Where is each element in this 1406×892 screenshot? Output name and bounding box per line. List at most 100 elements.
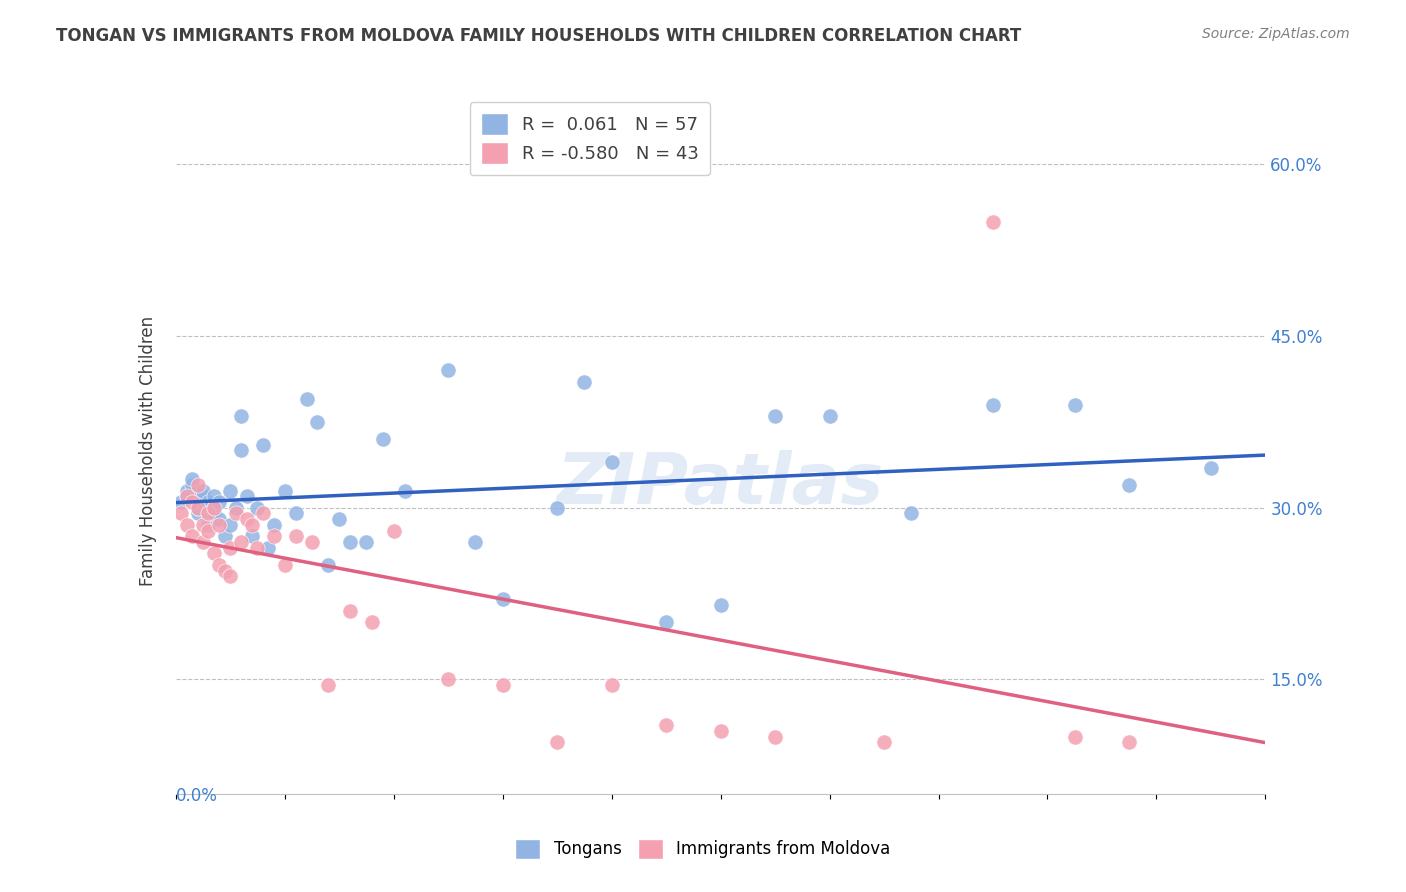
Point bbox=[252, 438, 274, 452]
Point bbox=[225, 507, 247, 521]
Legend: R =  0.061   N = 57, R = -0.580   N = 43: R = 0.061 N = 57, R = -0.580 N = 43 bbox=[470, 103, 710, 175]
Point bbox=[307, 415, 329, 429]
Point bbox=[356, 535, 378, 549]
Point bbox=[176, 489, 198, 503]
Point bbox=[186, 489, 209, 503]
Point bbox=[818, 409, 841, 424]
Point bbox=[339, 535, 361, 549]
Point bbox=[655, 615, 678, 630]
Point bbox=[197, 507, 219, 521]
Point bbox=[219, 483, 242, 498]
Point bbox=[186, 500, 209, 515]
Point bbox=[186, 507, 209, 521]
Point bbox=[191, 535, 214, 549]
Point bbox=[246, 500, 269, 515]
Point bbox=[655, 718, 678, 732]
Point bbox=[371, 432, 394, 446]
Point bbox=[1118, 735, 1140, 749]
Point bbox=[284, 507, 307, 521]
Point bbox=[197, 495, 219, 509]
Point bbox=[181, 478, 204, 492]
Point bbox=[231, 535, 253, 549]
Point bbox=[339, 604, 361, 618]
Point bbox=[981, 398, 1004, 412]
Legend: Tongans, Immigrants from Moldova: Tongans, Immigrants from Moldova bbox=[509, 832, 897, 866]
Point bbox=[202, 500, 225, 515]
Point bbox=[328, 512, 350, 526]
Point bbox=[274, 483, 297, 498]
Point bbox=[252, 507, 274, 521]
Point bbox=[981, 214, 1004, 228]
Point bbox=[170, 495, 193, 509]
Point bbox=[274, 558, 297, 572]
Point bbox=[246, 541, 269, 555]
Point bbox=[900, 507, 922, 521]
Point bbox=[492, 678, 515, 692]
Point bbox=[1118, 478, 1140, 492]
Text: ZIPatlas: ZIPatlas bbox=[557, 450, 884, 519]
Text: TONGAN VS IMMIGRANTS FROM MOLDOVA FAMILY HOUSEHOLDS WITH CHILDREN CORRELATION CH: TONGAN VS IMMIGRANTS FROM MOLDOVA FAMILY… bbox=[56, 27, 1022, 45]
Point bbox=[208, 517, 231, 532]
Point bbox=[231, 409, 253, 424]
Point bbox=[176, 517, 198, 532]
Point bbox=[202, 546, 225, 561]
Point bbox=[437, 673, 460, 687]
Point bbox=[225, 500, 247, 515]
Point bbox=[181, 495, 204, 509]
Text: 0.0%: 0.0% bbox=[176, 787, 218, 805]
Point bbox=[235, 512, 257, 526]
Point bbox=[763, 730, 786, 744]
Point bbox=[873, 735, 896, 749]
Point bbox=[394, 483, 416, 498]
Point bbox=[231, 443, 253, 458]
Point bbox=[240, 529, 263, 543]
Point bbox=[197, 517, 219, 532]
Point bbox=[208, 512, 231, 526]
Point bbox=[219, 517, 242, 532]
Point bbox=[1199, 460, 1222, 475]
Point bbox=[257, 541, 280, 555]
Point bbox=[219, 569, 242, 583]
Point bbox=[214, 529, 236, 543]
Point bbox=[318, 678, 340, 692]
Point bbox=[202, 507, 225, 521]
Point bbox=[710, 723, 733, 738]
Point bbox=[235, 489, 257, 503]
Point bbox=[382, 524, 405, 538]
Point bbox=[202, 500, 225, 515]
Point bbox=[1063, 730, 1085, 744]
Point bbox=[263, 529, 285, 543]
Point bbox=[191, 495, 214, 509]
Point bbox=[710, 598, 733, 612]
Point bbox=[176, 489, 198, 503]
Point bbox=[295, 392, 318, 406]
Point bbox=[546, 500, 568, 515]
Point bbox=[219, 541, 242, 555]
Point bbox=[208, 558, 231, 572]
Point bbox=[197, 524, 219, 538]
Point bbox=[208, 495, 231, 509]
Point bbox=[240, 517, 263, 532]
Point bbox=[492, 592, 515, 607]
Y-axis label: Family Households with Children: Family Households with Children bbox=[139, 316, 157, 585]
Point bbox=[464, 535, 486, 549]
Point bbox=[197, 507, 219, 521]
Point bbox=[170, 507, 193, 521]
Point bbox=[191, 489, 214, 503]
Point bbox=[574, 375, 596, 389]
Point bbox=[191, 483, 214, 498]
Point bbox=[301, 535, 323, 549]
Point bbox=[1063, 398, 1085, 412]
Point bbox=[600, 678, 623, 692]
Point bbox=[284, 529, 307, 543]
Point bbox=[437, 363, 460, 377]
Point bbox=[763, 409, 786, 424]
Point bbox=[600, 455, 623, 469]
Point bbox=[191, 517, 214, 532]
Point bbox=[546, 735, 568, 749]
Point bbox=[202, 489, 225, 503]
Point bbox=[318, 558, 340, 572]
Point bbox=[263, 517, 285, 532]
Point bbox=[181, 483, 204, 498]
Point bbox=[181, 472, 204, 486]
